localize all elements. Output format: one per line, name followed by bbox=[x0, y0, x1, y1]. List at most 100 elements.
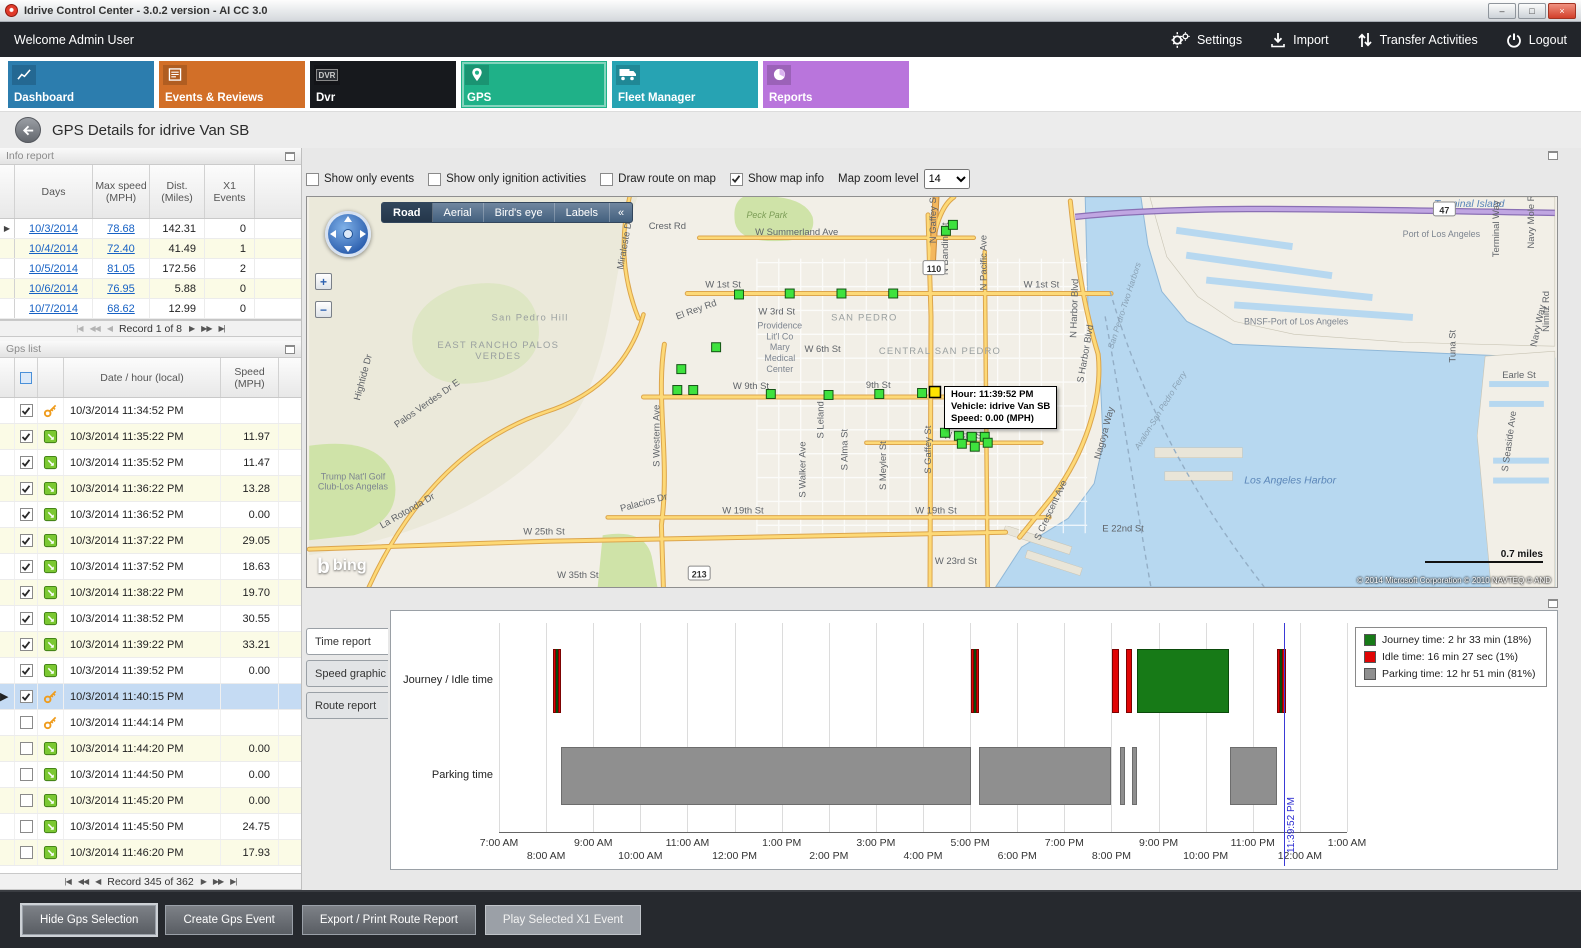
chart-tab-route-report[interactable]: Route report bbox=[306, 692, 388, 719]
day-link[interactable]: 10/6/2014 bbox=[29, 282, 78, 295]
row-checkbox[interactable] bbox=[19, 534, 33, 547]
nav-tab-dvr[interactable]: DVR Dvr bbox=[310, 60, 456, 108]
gps-point-marker[interactable] bbox=[823, 390, 834, 400]
max-speed-link[interactable]: 81.05 bbox=[107, 262, 135, 275]
gps-list-row[interactable]: 10/3/2014 11:39:52 PM 0.00 bbox=[0, 658, 301, 684]
gps-point-marker[interactable] bbox=[982, 437, 993, 448]
pan-north-icon[interactable] bbox=[344, 216, 352, 222]
minimize-button[interactable]: – bbox=[1488, 2, 1516, 19]
row-checkbox[interactable] bbox=[19, 846, 33, 859]
day-link[interactable]: 10/3/2014 bbox=[29, 222, 78, 235]
info-report-row[interactable]: 10/5/2014 81.05 172.56 2 bbox=[0, 259, 301, 279]
gps-list-row[interactable]: 10/3/2014 11:38:52 PM 30.55 bbox=[0, 606, 301, 632]
gps-point-marker[interactable] bbox=[956, 438, 967, 449]
row-checkbox[interactable] bbox=[19, 586, 33, 599]
import-button[interactable]: Import bbox=[1270, 32, 1329, 48]
gps-list-row[interactable]: 10/3/2014 11:46:20 PM 17.93 bbox=[0, 840, 301, 866]
info-report-row[interactable]: 10/7/2014 68.62 12.99 0 bbox=[0, 299, 301, 319]
row-checkbox[interactable] bbox=[19, 482, 33, 495]
column-header[interactable]: Days bbox=[15, 165, 93, 218]
pager-prev-icon[interactable]: |◀ bbox=[76, 324, 83, 333]
pager-prev-icon[interactable]: ◀ bbox=[95, 877, 101, 886]
map-style-road[interactable]: Road bbox=[382, 203, 433, 222]
row-checkbox[interactable] bbox=[19, 560, 33, 573]
info-report-row[interactable]: 10/6/2014 76.95 5.88 0 bbox=[0, 279, 301, 299]
gps-list-row[interactable]: 10/3/2014 11:44:20 PM 0.00 bbox=[0, 736, 301, 762]
pager-prev-icon[interactable]: ◀◀ bbox=[89, 324, 101, 333]
gps-point-marker[interactable] bbox=[765, 389, 776, 399]
map-zoom-select[interactable]: 14 bbox=[923, 169, 970, 189]
row-checkbox[interactable] bbox=[19, 690, 33, 703]
map[interactable]: Peck Park Crest Rd W Summerland Ave N Gaffe… bbox=[306, 196, 1558, 588]
gps-point-marker[interactable] bbox=[672, 385, 683, 395]
info-report-maximize-icon[interactable] bbox=[285, 151, 295, 161]
zoom-out-button[interactable]: − bbox=[315, 301, 332, 318]
gps-point-marker[interactable] bbox=[784, 288, 795, 299]
pager-next-icon[interactable]: ▶▶ bbox=[212, 877, 224, 886]
row-checkbox[interactable] bbox=[19, 742, 33, 755]
column-header[interactable]: X1 Events bbox=[205, 165, 255, 218]
day-link[interactable]: 10/4/2014 bbox=[29, 242, 78, 255]
row-checkbox[interactable] bbox=[19, 664, 33, 677]
map-style-bird-s-eye[interactable]: Bird's eye bbox=[484, 203, 555, 222]
chart-tab-time-report[interactable]: Time report bbox=[306, 628, 388, 655]
row-checkbox[interactable] bbox=[19, 508, 33, 521]
gps-list-row[interactable]: 10/3/2014 11:39:22 PM 33.21 bbox=[0, 632, 301, 658]
speed-column-header[interactable]: Speed (MPH) bbox=[221, 358, 279, 397]
pager-prev-icon[interactable]: |◀ bbox=[64, 877, 72, 886]
max-speed-link[interactable]: 76.95 bbox=[107, 282, 135, 295]
pager-prev-icon[interactable]: ◀◀ bbox=[77, 877, 89, 886]
gps-point-marker[interactable] bbox=[940, 225, 951, 236]
maximize-button[interactable]: □ bbox=[1518, 2, 1546, 19]
map-style-aerial[interactable]: Aerial bbox=[433, 203, 484, 222]
gps-point-marker[interactable] bbox=[874, 389, 885, 399]
row-checkbox[interactable] bbox=[19, 768, 33, 781]
map-compass-control[interactable] bbox=[325, 211, 371, 257]
gps-point-marker[interactable] bbox=[966, 431, 977, 442]
export-print-route-report-button[interactable]: Export / Print Route Report bbox=[301, 905, 476, 935]
map-option-show-only-events[interactable]: Show only events bbox=[306, 172, 414, 186]
logout-button[interactable]: Logout bbox=[1506, 32, 1567, 48]
gps-list-row[interactable]: 10/3/2014 11:45:20 PM 0.00 bbox=[0, 788, 301, 814]
gps-point-marker[interactable] bbox=[947, 219, 958, 230]
pager-prev-icon[interactable]: ◀ bbox=[106, 324, 113, 333]
chart-tab-speed-graphic[interactable]: Speed graphic bbox=[306, 660, 388, 687]
gps-list-row[interactable]: 10/3/2014 11:36:52 PM 0.00 bbox=[0, 502, 301, 528]
row-checkbox[interactable] bbox=[19, 456, 33, 469]
gps-point-marker[interactable] bbox=[969, 441, 980, 452]
row-checkbox[interactable] bbox=[19, 794, 33, 807]
gps-list-row[interactable]: 10/3/2014 11:37:52 PM 18.63 bbox=[0, 554, 301, 580]
option-checkbox[interactable] bbox=[306, 172, 319, 186]
gps-point-marker[interactable] bbox=[917, 388, 928, 398]
gps-point-marker[interactable] bbox=[939, 427, 950, 438]
map-toolbar-collapse-icon[interactable]: « bbox=[618, 206, 625, 219]
play-selected-x1-event-button[interactable]: Play Selected X1 Event bbox=[484, 905, 642, 935]
column-header[interactable]: Max speed (MPH) bbox=[93, 165, 150, 218]
zoom-in-button[interactable]: + bbox=[315, 273, 332, 290]
create-gps-event-button[interactable]: Create Gps Event bbox=[165, 905, 293, 935]
map-option-show-map-info[interactable]: Show map info bbox=[729, 172, 824, 186]
nav-tab-reports[interactable]: Reports bbox=[763, 60, 909, 108]
gps-list-maximize-icon[interactable] bbox=[285, 344, 295, 354]
max-speed-link[interactable]: 72.40 bbox=[107, 242, 135, 255]
gps-list-row[interactable]: 10/3/2014 11:37:22 PM 29.05 bbox=[0, 528, 301, 554]
gps-list-row[interactable]: 10/3/2014 11:44:14 PM bbox=[0, 710, 301, 736]
map-option-draw-route-on-map[interactable]: Draw route on map bbox=[600, 172, 716, 186]
option-checkbox[interactable] bbox=[600, 172, 614, 186]
gps-list-row[interactable]: 10/3/2014 11:35:52 PM 11.47 bbox=[0, 450, 301, 476]
hide-gps-selection-button[interactable]: Hide Gps Selection bbox=[22, 905, 157, 935]
pager-next-icon[interactable]: ▶| bbox=[230, 877, 237, 886]
gps-point-marker[interactable] bbox=[836, 288, 847, 299]
row-checkbox[interactable] bbox=[19, 612, 33, 625]
info-report-row[interactable]: 10/4/2014 72.40 41.49 1 bbox=[0, 239, 301, 259]
pan-south-icon[interactable] bbox=[344, 246, 352, 252]
date-hour-column-header[interactable]: Date / hour (local) bbox=[64, 358, 221, 397]
pager-next-icon[interactable]: ▶| bbox=[218, 324, 225, 333]
option-checkbox[interactable] bbox=[729, 172, 743, 186]
map-maximize-icon[interactable] bbox=[1548, 150, 1558, 160]
select-all-checkbox[interactable] bbox=[20, 371, 32, 384]
day-link[interactable]: 10/5/2014 bbox=[29, 262, 78, 275]
back-button[interactable] bbox=[15, 117, 41, 143]
gps-list-row[interactable]: 10/3/2014 11:45:50 PM 24.75 bbox=[0, 814, 301, 840]
max-speed-link[interactable]: 68.62 bbox=[107, 302, 135, 315]
